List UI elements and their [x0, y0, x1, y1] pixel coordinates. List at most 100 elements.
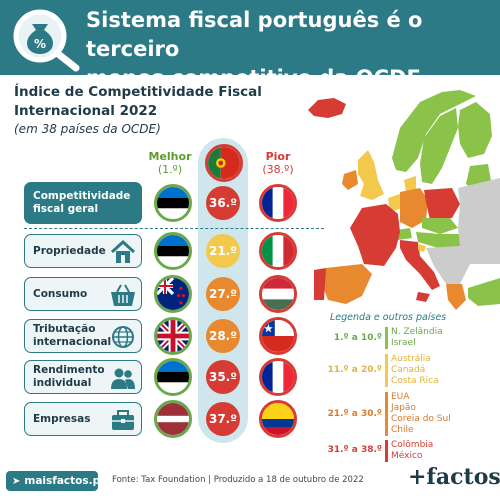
legend-country: Japão — [391, 403, 416, 413]
header-banner: % Sistema fiscal português é o terceiro … — [0, 0, 500, 90]
map-france — [350, 204, 400, 266]
map-balkans — [426, 246, 470, 284]
worst-column-header: Pior (38.º) — [252, 150, 304, 176]
house-icon — [110, 239, 136, 263]
legend-country: Costa Rica — [391, 376, 439, 386]
shopping-basket-icon — [111, 284, 135, 306]
rank-text: 28.º — [208, 329, 238, 343]
map-iceland — [308, 98, 346, 118]
map-germany — [400, 188, 428, 228]
magnifier-percent-bag-icon: % — [13, 9, 80, 72]
globe-icon — [112, 326, 134, 348]
legend-range: 21.º a 30.º — [327, 409, 382, 419]
map-greece — [446, 284, 466, 310]
flag-chile — [259, 317, 297, 355]
category-label: Empresas — [33, 412, 91, 425]
rank-text: 27.º — [208, 287, 238, 301]
legend-range: 1.º a 10.º — [333, 333, 382, 343]
rank-text: 37.º — [208, 412, 238, 426]
title-line-2: menos competitivo da OCDE — [86, 66, 421, 90]
best-sub: (1.º) — [157, 163, 183, 176]
category-label: Consumo — [33, 287, 88, 300]
map-uk — [358, 150, 384, 200]
map-slovenia — [418, 244, 426, 252]
legend-country: Israel — [391, 338, 416, 348]
map-benelux — [388, 194, 402, 212]
flag-estonia — [154, 358, 192, 396]
rank-badge: 28.º — [206, 319, 240, 353]
category-empresas: Empresas — [24, 402, 142, 436]
flag-hungary — [259, 275, 297, 313]
flag-estonia — [154, 184, 192, 222]
legend-color-bar — [385, 440, 388, 462]
subtitle-line-2: Internacional 2022 — [14, 103, 158, 119]
best-label: Melhor — [148, 150, 192, 163]
category-propriedade: Propriedade — [24, 234, 142, 268]
legend-color-bar — [385, 354, 388, 387]
legend-country: Austrália — [391, 354, 431, 364]
rank-text: 36.º — [208, 196, 238, 210]
briefcase-icon — [112, 410, 134, 430]
worst-sub: (38.º) — [262, 163, 294, 176]
site-link[interactable]: ➤ maisfactos.pt — [6, 471, 105, 491]
legend-country: N. Zelândia — [391, 327, 443, 337]
title-line-1: Sistema fiscal português é o terceiro — [86, 8, 423, 61]
page-title: Sistema fiscal português é o terceiro me… — [86, 6, 496, 93]
subtitle-note: (em 38 países da OCDE) — [14, 122, 161, 136]
legend-country: Coreia do Sul — [391, 414, 451, 424]
best-column-header: Melhor (1.º) — [144, 150, 196, 176]
map-turkey — [468, 278, 500, 306]
category-label: Tributação internacional — [33, 323, 112, 348]
legend-color-bar — [385, 327, 388, 349]
category-label: Propriedade — [33, 244, 106, 257]
rank-text: 21.º — [208, 244, 238, 258]
rank-badge: 36.º — [206, 186, 240, 220]
europe-map — [308, 90, 500, 310]
flag-france — [259, 184, 297, 222]
flag-italy — [259, 232, 297, 270]
category-tributacao: Tributação internacional — [24, 319, 142, 353]
map-norway — [392, 90, 476, 172]
map-spain — [322, 264, 372, 304]
legend-country: EUA — [391, 392, 410, 402]
map-denmark — [404, 176, 416, 192]
people-icon — [111, 368, 135, 389]
divider — [24, 228, 324, 229]
legend-countries: EUA Japão Coreia do Sul Chile — [391, 392, 451, 436]
legend-countries: Colômbia México — [391, 440, 433, 462]
brand-logo: +factos — [408, 464, 500, 490]
legend-range: 11.º a 20.º — [327, 365, 382, 375]
legend-countries: Austrália Canadá Costa Rica — [391, 354, 439, 387]
legend-color-bar — [385, 392, 388, 436]
flag-united-kingdom — [154, 317, 192, 355]
legend-country: Canadá — [391, 365, 426, 375]
map-austria-hungary — [416, 232, 460, 248]
category-overall: Competitividade fiscal geral — [24, 182, 142, 224]
svg-text:%: % — [34, 37, 46, 51]
flag-france — [259, 358, 297, 396]
category-consumo: Consumo — [24, 277, 142, 311]
map-switzerland — [396, 228, 412, 240]
site-label: maisfactos.pt — [24, 475, 106, 487]
map-east — [458, 178, 500, 264]
legend-country: Chile — [391, 425, 414, 435]
arrow-icon: ➤ — [12, 475, 21, 487]
map-italy — [400, 240, 440, 290]
subtitle-line-1: Índice de Competitividade Fiscal — [14, 84, 262, 100]
map-sweden — [420, 108, 458, 184]
rank-text: 35.º — [208, 370, 238, 384]
portugal-flag — [205, 144, 243, 182]
map-czech-slovakia — [422, 218, 458, 234]
legend-country: México — [391, 451, 423, 461]
legend-country: Colômbia — [391, 440, 434, 450]
rank-badge: 35.º — [206, 360, 240, 394]
chart-subtitle: Índice de Competitividade Fiscal Interna… — [14, 83, 264, 137]
legend-title: Legenda e outros países — [330, 312, 447, 323]
flag-new-zealand — [154, 275, 192, 313]
category-label: Rendimento individual — [33, 364, 105, 389]
map-ireland — [342, 170, 358, 190]
source-note: Fonte: Tax Foundation | Produzido a 18 d… — [112, 475, 364, 485]
worst-label: Pior — [265, 150, 291, 163]
rank-badge: 21.º — [206, 234, 240, 268]
legend-countries: N. Zelândia Israel — [391, 327, 443, 349]
